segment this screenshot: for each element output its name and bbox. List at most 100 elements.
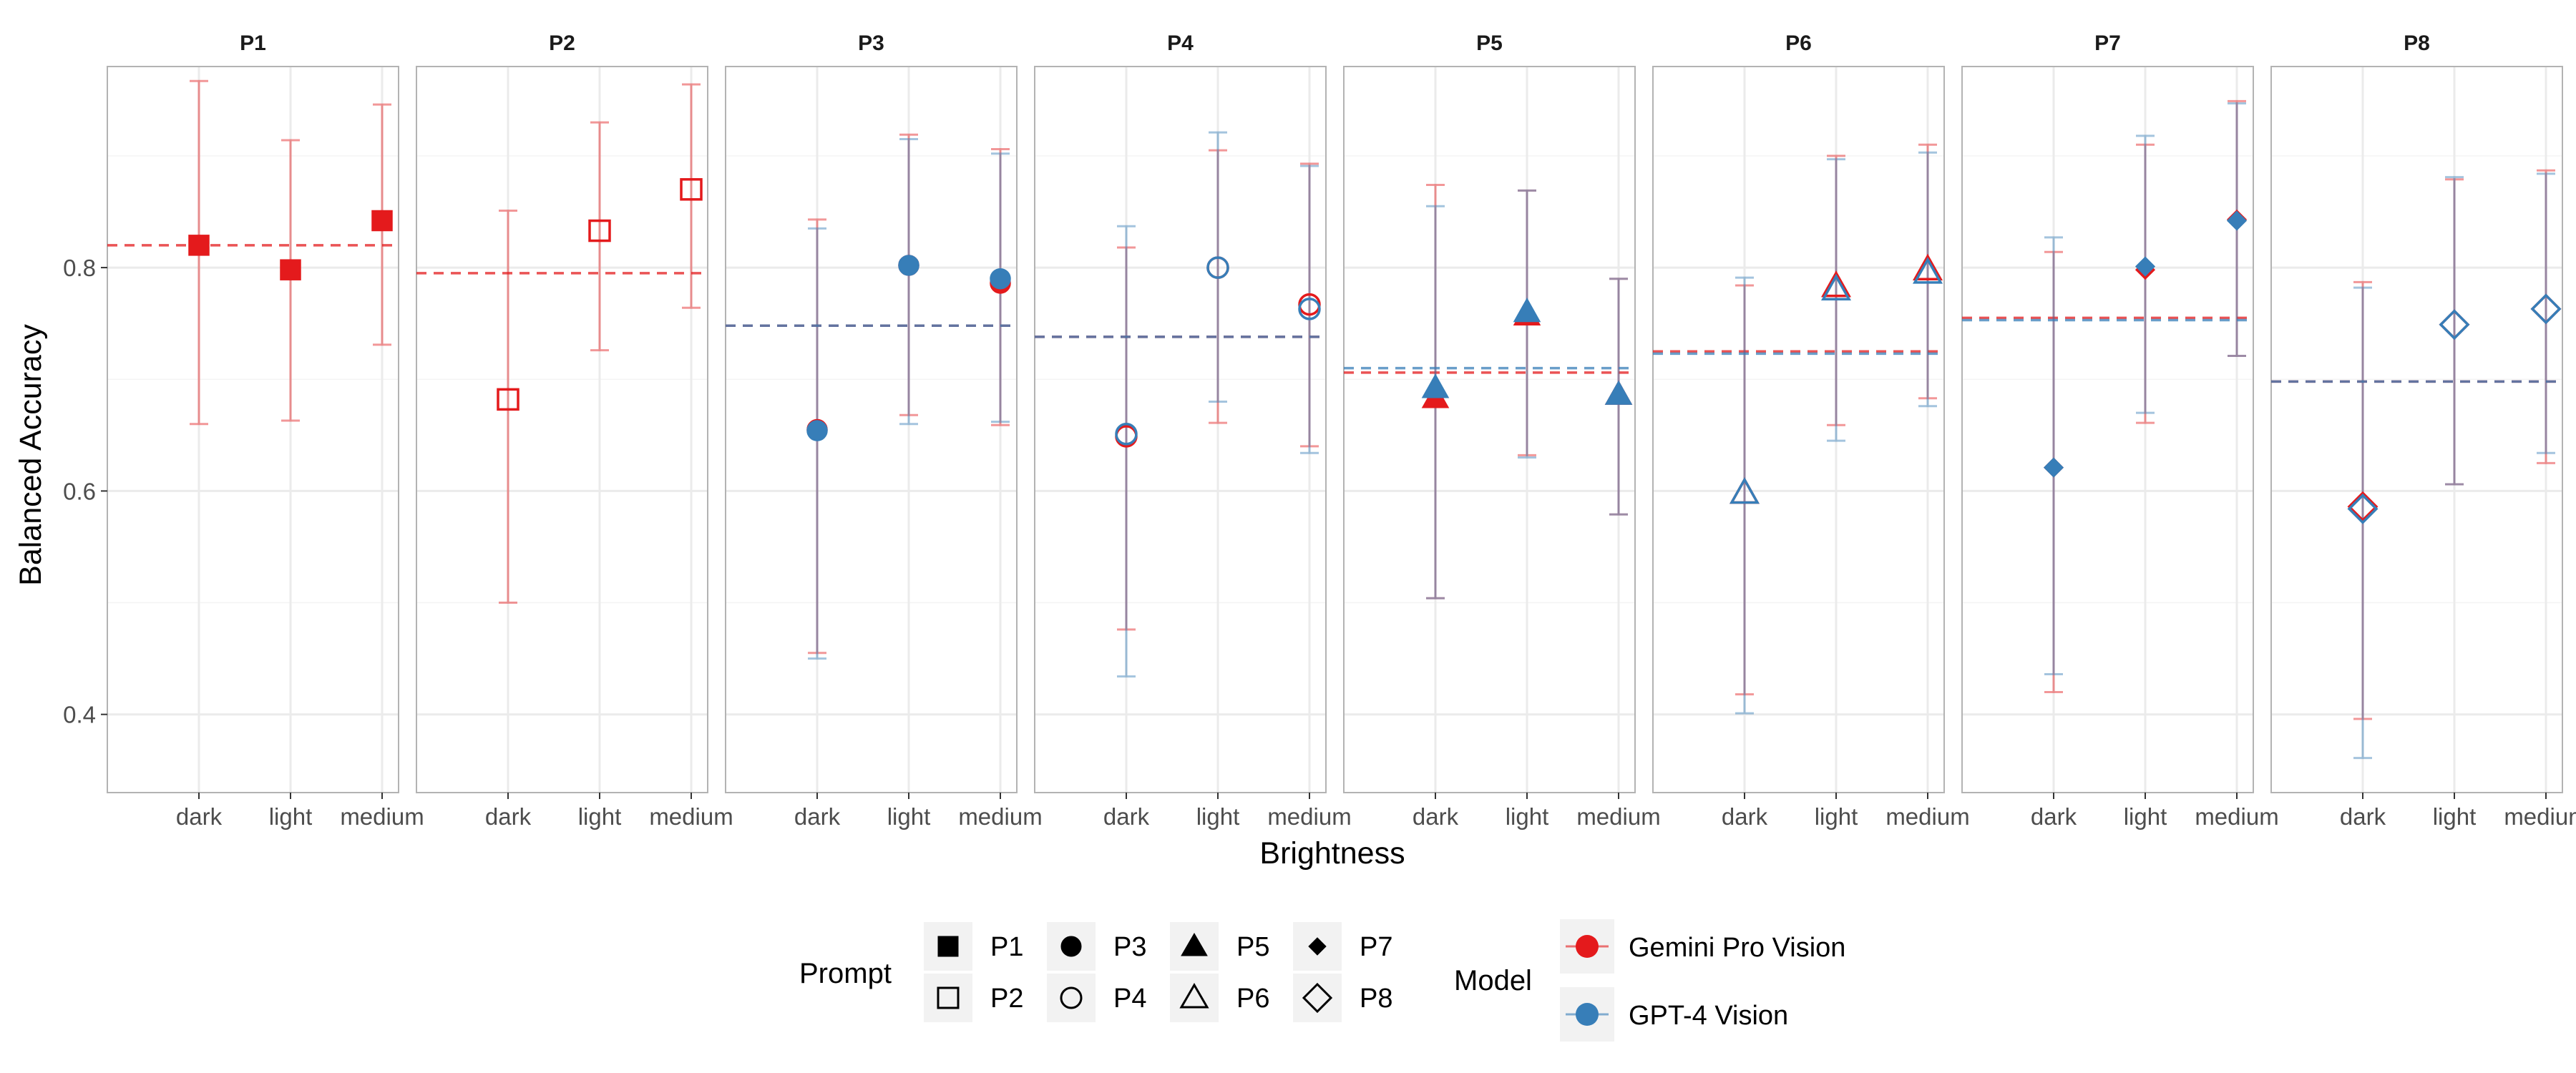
- x-tick-label: medium: [340, 803, 424, 830]
- legend-prompt-label: P3: [1113, 932, 1146, 962]
- panel-p4: P4 dark light medium: [1034, 31, 1352, 830]
- data-point: [680, 178, 703, 201]
- panel-p3: P3 dark light medium: [725, 31, 1043, 830]
- y-axis-title: Balanced Accuracy: [14, 324, 48, 586]
- data-point: [1115, 422, 1138, 446]
- error-bar: [899, 138, 918, 426]
- error-bar: [2353, 280, 2372, 720]
- legend-model-symbol: [1576, 935, 1599, 958]
- error-bar: [1117, 225, 1136, 678]
- panel-p7: P7 dark light medium: [1961, 31, 2279, 830]
- data-point: [1913, 253, 1943, 280]
- panel-border: [1652, 66, 1945, 793]
- legend-symbol: [1060, 986, 1083, 1009]
- data-point: [806, 420, 828, 441]
- legend-symbol: [1060, 936, 1082, 957]
- x-tick-label: dark: [794, 803, 841, 830]
- panel-background: [1035, 67, 1326, 793]
- x-tick-label: dark: [1103, 803, 1150, 830]
- legend-prompt-label: P8: [1360, 984, 1392, 1014]
- error-bar: [1117, 246, 1136, 631]
- x-tick-label: light: [1506, 803, 1549, 830]
- data-point: [188, 235, 210, 256]
- legend: Prompt P1 P2 P3 P4 P5 P6 P7 P8 Model Gemini Pro Vi…: [799, 919, 1845, 1042]
- error-bar: [1300, 165, 1319, 454]
- panel-p1: P1 dark light medium: [107, 31, 424, 830]
- panel-border: [2270, 66, 2563, 793]
- x-tick-label: medium: [2504, 803, 2576, 830]
- error-bar: [1209, 131, 1227, 403]
- x-axis-title: Brightness: [1259, 836, 1405, 871]
- series-gpt-4-vision: [1035, 131, 1326, 678]
- error-bar: [1827, 155, 1845, 426]
- legend-model-title: Model: [1454, 965, 1532, 996]
- legend-key-background: [1170, 974, 1219, 1022]
- data-point: [2347, 491, 2379, 522]
- panel-title: P1: [240, 31, 266, 55]
- facet-panels: P1 dark light medium P2 dark light medium P3 dark…: [107, 31, 2576, 830]
- panel-border: [1961, 66, 2254, 793]
- error-bar: [499, 209, 517, 604]
- data-point: [1821, 273, 1851, 301]
- data-point: [280, 259, 301, 280]
- data-point: [2347, 493, 2379, 524]
- panel-p2: P2 dark light medium: [416, 31, 733, 830]
- legend-key-background: [924, 974, 972, 1022]
- legend-prompt-entry: P1: [924, 922, 1023, 971]
- legend-prompt-label: P2: [990, 984, 1023, 1014]
- legend-prompt-label: P6: [1236, 984, 1269, 1014]
- x-tick-label: dark: [176, 803, 223, 830]
- error-bar: [590, 121, 609, 352]
- error-bar: [2136, 143, 2155, 424]
- legend-prompt-entry: P7: [1293, 922, 1392, 971]
- legend-key-background: [1047, 974, 1096, 1022]
- data-point: [1729, 476, 1760, 504]
- legend-prompt-title: Prompt: [799, 958, 892, 989]
- panel-title: P2: [549, 31, 575, 55]
- legend-prompt-entry: P3: [1047, 922, 1146, 971]
- x-tick-label: medium: [1576, 803, 1660, 830]
- panel-title: P5: [1476, 31, 1503, 55]
- x-tick-label: dark: [2031, 803, 2077, 830]
- legend-model-label: Gemini Pro Vision: [1629, 933, 1845, 963]
- legend-model-entry: Gemini Pro Vision: [1560, 919, 1845, 974]
- panel-p6: P6 dark light medium: [1652, 31, 1970, 830]
- panel-background: [107, 67, 399, 793]
- data-point: [2530, 293, 2562, 325]
- legend-prompt-label: P1: [990, 932, 1023, 962]
- data-point: [898, 255, 919, 276]
- panel-border: [725, 66, 1018, 793]
- x-tick-label: light: [578, 803, 622, 830]
- x-tick-label: dark: [485, 803, 532, 830]
- x-tick-label: light: [2124, 803, 2167, 830]
- panel-background: [1962, 67, 2253, 793]
- data-point: [1821, 270, 1851, 298]
- data-point: [2226, 210, 2248, 231]
- legend-key-background: [1293, 974, 1342, 1022]
- legend-prompt-entry: P6: [1170, 974, 1269, 1022]
- data-point: [588, 219, 611, 242]
- x-tick-label: light: [2433, 803, 2477, 830]
- x-tick-label: light: [887, 803, 931, 830]
- legend-symbol: [937, 936, 959, 957]
- legend-prompt-entry: P2: [924, 974, 1023, 1022]
- legend-model-label: GPT-4 Vision: [1629, 1001, 1788, 1031]
- x-tick-label: medium: [1267, 803, 1351, 830]
- error-bar: [2537, 172, 2555, 454]
- error-bar: [2445, 176, 2464, 486]
- legend-prompt-entry: P5: [1170, 922, 1269, 971]
- panel-title: P4: [1167, 31, 1194, 55]
- data-point: [1604, 380, 1633, 405]
- panel-border: [416, 66, 708, 793]
- legend-symbol: [1302, 982, 1333, 1014]
- panel-title: P3: [858, 31, 884, 55]
- panel-title: P7: [2094, 31, 2121, 55]
- y-tick-label: 0.4: [63, 702, 96, 728]
- x-tick-label: dark: [2340, 803, 2386, 830]
- data-point: [1206, 256, 1229, 279]
- panel-title: P8: [2404, 31, 2430, 55]
- x-tick-label: dark: [1722, 803, 1768, 830]
- data-point: [1513, 298, 1541, 323]
- series-gemini-pro-vision: [416, 83, 708, 604]
- legend-prompt-entry: P4: [1047, 974, 1146, 1022]
